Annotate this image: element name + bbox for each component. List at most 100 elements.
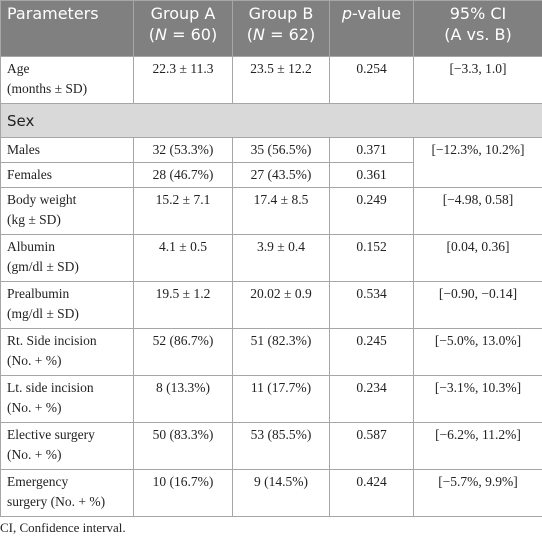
ci-cell: [−5.0%, 13.0%] — [413, 328, 542, 376]
header-line: Parameters — [7, 3, 127, 24]
value-cell: 0.234 — [329, 375, 414, 423]
parameter-text: (kg ± SD) — [7, 212, 61, 227]
table-row: Rt. Side incision (No. + %) 52 (86.7%) 51 (… — [0, 328, 542, 376]
table-row: Lt. side incision (No. + %) 8 (13.3%) 11 (1… — [0, 375, 542, 423]
ci-cell: [−5.7%, 9.9%] — [413, 469, 542, 517]
header-text: -value — [352, 4, 402, 23]
ci-cell: [−3.3, 1.0] — [413, 56, 542, 104]
header-text: 95% CI — [449, 4, 507, 23]
value-cell: 17.4 ± 8.5 — [232, 187, 330, 235]
header-text: = 60) — [167, 25, 218, 44]
header-text: Parameters — [7, 4, 99, 23]
section-label: Sex — [0, 103, 542, 138]
header-cell: 95% CI (A vs. B) — [413, 0, 542, 57]
value-cell: 35 (56.5%) — [232, 137, 330, 163]
header-text: = 62) — [265, 25, 316, 44]
parameter-text: Age — [7, 61, 30, 76]
parameter-text: (No. + %) — [7, 400, 62, 415]
ci-cell: [−12.3%, 10.2%] — [413, 137, 542, 188]
parameter-text: Males — [7, 142, 40, 157]
value-cell: 0.152 — [329, 234, 414, 282]
parameter-cell: Age (months ± SD) — [0, 56, 134, 104]
ci-cell: [−3.1%, 10.3%] — [413, 375, 542, 423]
value-cell: 19.5 ± 1.2 — [133, 281, 233, 329]
parameter-cell: Lt. side incision (No. + %) — [0, 375, 134, 423]
header-text: Group A — [150, 4, 216, 23]
header-text: (A vs. B) — [444, 25, 512, 44]
value-cell: 27 (43.5%) — [232, 162, 330, 188]
header-line: (A vs. B) — [420, 24, 536, 45]
header-text: ( — [148, 25, 156, 44]
parameter-text: Females — [7, 167, 52, 182]
value-cell: 0.587 — [329, 422, 414, 470]
value-cell: 0.254 — [329, 56, 414, 104]
table-row: Body weight (kg ± SD) 15.2 ± 7.1 17.4 ± 8.5… — [0, 187, 542, 235]
value-cell: 10 (16.7%) — [133, 469, 233, 517]
parameter-cell: Males — [0, 137, 134, 163]
header-cell: Group B (N = 62) — [232, 0, 330, 57]
value-cell: 32 (53.3%) — [133, 137, 233, 163]
header-cell: Group A (N = 60) — [133, 0, 233, 57]
parameter-cell: Emergency surgery (No. + %) — [0, 469, 134, 517]
value-cell: 8 (13.3%) — [133, 375, 233, 423]
header-cell: p-value — [329, 0, 414, 57]
table-row: Prealbumin (mg/dl ± SD) 19.5 ± 1.2 20.02 ± … — [0, 281, 542, 329]
header-cell: Parameters — [0, 0, 134, 57]
parameter-text: (mg/dl ± SD) — [7, 306, 79, 321]
parameter-text: (months ± SD) — [7, 81, 88, 96]
value-cell: 0.371 — [329, 137, 414, 163]
header-line: Group A — [140, 3, 226, 24]
header-line: (N = 60) — [140, 24, 226, 45]
value-cell: 3.9 ± 0.4 — [232, 234, 330, 282]
value-cell: 9 (14.5%) — [232, 469, 330, 517]
value-cell: 0.249 — [329, 187, 414, 235]
parameter-cell: Body weight (kg ± SD) — [0, 187, 134, 235]
ci-cell: [−4.98, 0.58] — [413, 187, 542, 235]
header-text: p — [341, 4, 353, 23]
parameter-text: Elective surgery — [7, 427, 95, 442]
value-cell: 22.3 ± 11.3 — [133, 56, 233, 104]
value-cell: 50 (83.3%) — [133, 422, 233, 470]
parameter-text: Body weight — [7, 192, 77, 207]
value-cell: 20.02 ± 0.9 — [232, 281, 330, 329]
parameter-text: Albumin — [7, 239, 56, 254]
parameter-text: (gm/dl ± SD) — [7, 259, 79, 274]
value-cell: 15.2 ± 7.1 — [133, 187, 233, 235]
value-cell: 11 (17.7%) — [232, 375, 330, 423]
parameter-cell: Albumin (gm/dl ± SD) — [0, 234, 134, 282]
parameter-cell: Rt. Side incision (No. + %) — [0, 328, 134, 376]
parameter-text: Lt. side incision — [7, 380, 94, 395]
value-cell: 28 (46.7%) — [133, 162, 233, 188]
header-text: Group B — [248, 4, 314, 23]
header-line: p-value — [336, 3, 407, 24]
parameter-text: (No. + %) — [7, 447, 62, 462]
ci-cell: [−0.90, −0.14] — [413, 281, 542, 329]
value-cell: 0.245 — [329, 328, 414, 376]
header-line: (N = 62) — [239, 24, 323, 45]
header-line: Group B — [239, 3, 323, 24]
parameter-cell: Elective surgery (No. + %) — [0, 422, 134, 470]
data-table: Parameters Group A (N = 60) Group B (N = 62)… — [0, 0, 542, 517]
value-cell: 53 (85.5%) — [232, 422, 330, 470]
value-cell: 52 (86.7%) — [133, 328, 233, 376]
table-row: Males 32 (53.3%) 35 (56.5%) 0.371 [−12.3%, 1… — [0, 137, 542, 188]
parameter-text: Rt. Side incision — [7, 333, 97, 348]
value-cell: 4.1 ± 0.5 — [133, 234, 233, 282]
value-cell: 23.5 ± 12.2 — [232, 56, 330, 104]
value-cell: 0.534 — [329, 281, 414, 329]
footnote: CI, Confidence interval. — [0, 520, 126, 535]
header-text: N — [155, 25, 168, 44]
parameter-text: (No. + %) — [7, 353, 62, 368]
parameter-text: Emergency — [7, 474, 69, 489]
ci-cell: [0.04, 0.36] — [413, 234, 542, 282]
table-row: Age (months ± SD) 22.3 ± 11.3 23.5 ± 12.2 0.… — [0, 56, 542, 104]
header-row: Parameters Group A (N = 60) Group B (N = 62)… — [0, 0, 542, 57]
parameter-text: Prealbumin — [7, 286, 70, 301]
parameter-text: surgery (No. + %) — [7, 494, 106, 509]
header-text: ( — [246, 25, 254, 44]
header-line: 95% CI — [420, 3, 536, 24]
header-text: N — [253, 25, 266, 44]
table-row: Elective surgery (No. + %) 50 (83.3%) 53 (8… — [0, 422, 542, 470]
table-row: Albumin (gm/dl ± SD) 4.1 ± 0.5 3.9 ± 0.4 0.1… — [0, 234, 542, 282]
